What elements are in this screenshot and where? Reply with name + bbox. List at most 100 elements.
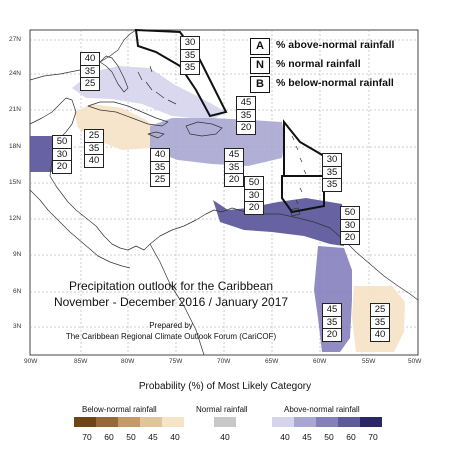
jamaica [147,131,165,139]
normal-value: 35 [81,66,99,78]
below-value: 20 [240,122,252,133]
prepared-org: The Caribbean Regional Climate Outlook F… [65,332,277,341]
key-letter-below: B [250,76,270,93]
above-value: 50 [245,177,263,190]
below-value: 40 [88,155,100,166]
below-value: 20 [56,161,68,172]
lon-tick: 80W [121,358,135,365]
key-label-normal: % normal rainfall [276,58,361,70]
legend-normal-value: 40 [220,432,230,442]
prepared-by: Prepared by [149,321,193,330]
legend-above-value: 40 [280,432,290,442]
below-value: 20 [344,232,356,243]
legend-below-value: 45 [148,432,158,442]
swatch-below-50 [118,417,140,427]
legend-above-value: 45 [302,432,312,442]
hispaniola [185,121,223,137]
lat-tick: 9N [13,251,22,258]
swatch-below-45 [140,417,162,427]
legend-below-value: 70 [82,432,92,442]
above-value: 50 [341,207,359,220]
probability-box: 25 35 40 [370,303,390,342]
lat-tick: 24N [9,70,21,77]
swatch-above-45 [294,417,316,427]
normal-value: 35 [323,317,341,329]
lon-tick: 55W [362,358,376,365]
lon-tick: 60W [313,358,327,365]
coastlines [29,29,419,356]
above-value: 40 [81,53,99,66]
normal-value: 35 [323,167,341,179]
above-value: 45 [237,97,255,110]
venezuela-coast [231,207,419,301]
normal-value: 35 [85,143,103,155]
above-value: 45 [225,149,243,162]
swatch-below-70 [74,417,96,427]
key-letter-above: A [250,38,270,55]
zone-belize [30,136,56,172]
probability-box: 50 30 20 [340,206,360,245]
below-value: 35 [184,62,196,73]
lat-tick: 27N [9,36,21,43]
lon-tick: 65W [265,358,279,365]
florida [99,55,129,93]
lat-tick: 21N [9,106,21,113]
probability-box: 50 30 20 [244,176,264,215]
above-value: 25 [371,304,389,317]
south-america-inland [149,243,205,356]
legend-title: Probability (%) of Most Likely Category [138,381,312,392]
probability-box: 30 35 35 [322,153,342,192]
map-title-line1: Precipitation outlook for the Caribbean [68,279,274,293]
legend-above-label: Above-normal rainfall [284,405,360,414]
normal-value: 30 [341,220,359,232]
legend-normal-label: Normal rainfall [196,405,248,414]
probability-box: 45 35 20 [224,148,244,187]
central-america-pacific [29,189,131,269]
outline-windward-islands [281,175,325,214]
map-title-line2: November - December 2016 / January 2017 [53,295,289,309]
above-value: 50 [53,136,71,149]
below-value: 20 [228,174,240,185]
bahamas [137,65,177,105]
legend-below-value: 40 [170,432,180,442]
probability-box: 30 35 35 [180,36,200,75]
legend-above-value: 50 [324,432,334,442]
normal-value: 30 [53,149,71,161]
lesser-antilles [291,135,307,205]
zone-bahamas [72,66,226,120]
above-value: 40 [151,149,169,162]
below-value: 35 [326,179,338,190]
lon-tick: 75W [169,358,183,365]
swatch-normal-40 [214,417,236,427]
probability-box: 40 35 25 [80,52,100,91]
key-letter-normal: N [250,57,270,74]
normal-value: 35 [237,110,255,122]
below-value: 25 [84,78,96,89]
probability-box: 45 35 20 [322,303,342,342]
below-value: 25 [154,174,166,185]
probability-box: 50 30 20 [52,135,72,174]
swatch-below-40 [162,417,184,427]
below-value: 20 [326,329,338,340]
normal-value: 35 [371,317,389,329]
below-value: 40 [374,329,386,340]
lon-tick: 85W [74,358,88,365]
legend-above-value: 60 [346,432,356,442]
lon-tick: 90W [24,358,38,365]
probability-box: 45 35 20 [236,96,256,135]
trinidad [289,207,301,217]
swatch-above-40 [272,417,294,427]
key-label-below: % below-normal rainfall [276,77,394,89]
normal-value: 35 [225,162,243,174]
key-label-above: % above-normal rainfall [276,39,395,51]
above-value: 45 [323,304,341,317]
lat-tick: 15N [9,179,21,186]
lon-tick: 50W [408,358,422,365]
legend-below-label: Below-normal rainfall [82,405,157,414]
above-value: 25 [85,130,103,143]
lat-tick: 3N [13,323,22,330]
legend-below-value: 60 [104,432,114,442]
mexico-coast [29,97,151,251]
probability-box: 40 35 25 [150,148,170,187]
